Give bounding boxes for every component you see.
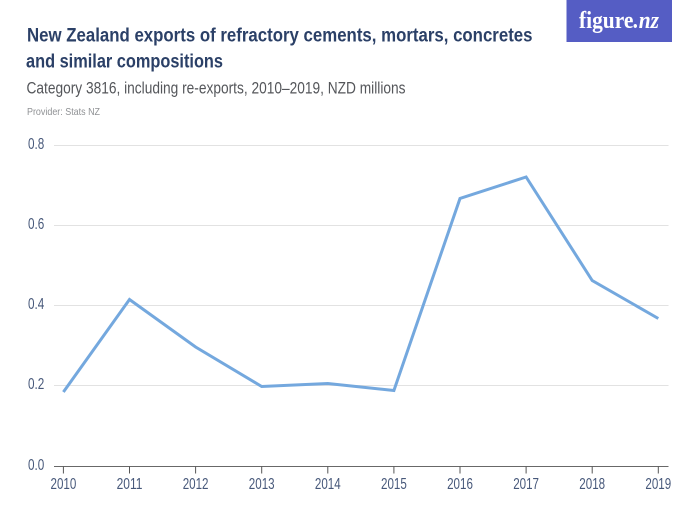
svg-text:0.8: 0.8 — [28, 136, 44, 153]
svg-text:Provider: Stats NZ: Provider: Stats NZ — [27, 106, 100, 118]
svg-text:New Zealand exports of refract: New Zealand exports of refractory cement… — [27, 26, 533, 47]
svg-text:2014: 2014 — [315, 476, 341, 493]
svg-text:2010: 2010 — [51, 476, 77, 493]
svg-text:2018: 2018 — [579, 476, 605, 493]
svg-text:2016: 2016 — [447, 476, 473, 493]
svg-text:2015: 2015 — [381, 476, 407, 493]
svg-text:Category 3816, including re-ex: Category 3816, including re-exports, 201… — [27, 79, 406, 98]
svg-text:2017: 2017 — [513, 476, 539, 493]
svg-text:2011: 2011 — [117, 476, 143, 493]
svg-text:figure.nz: figure.nz — [579, 8, 660, 34]
svg-text:0.0: 0.0 — [28, 457, 44, 474]
svg-text:2013: 2013 — [249, 476, 275, 493]
svg-text:and similar compositions: and similar compositions — [26, 52, 223, 73]
svg-text:2012: 2012 — [183, 476, 209, 493]
svg-text:0.2: 0.2 — [28, 376, 44, 393]
svg-text:2019: 2019 — [645, 476, 671, 493]
svg-text:0.4: 0.4 — [28, 296, 44, 313]
svg-text:0.6: 0.6 — [28, 216, 44, 233]
